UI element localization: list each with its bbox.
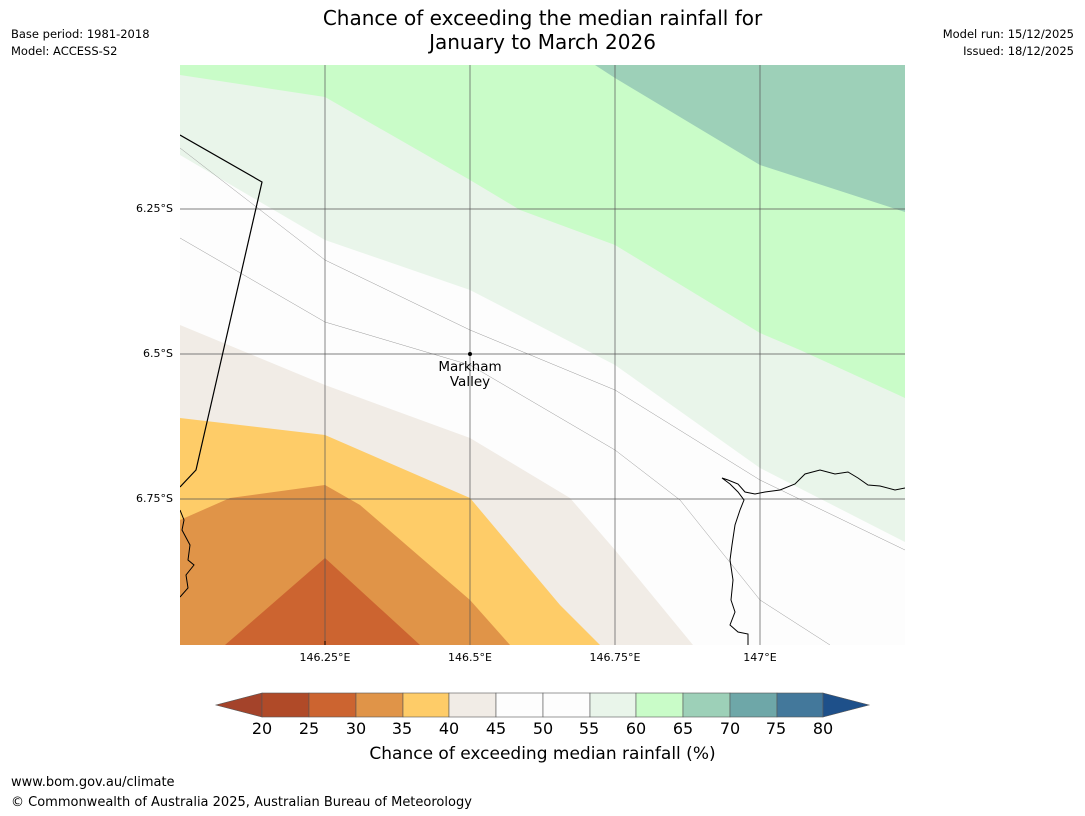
coastline-west bbox=[180, 509, 195, 598]
colorbar-tick-30: 30 bbox=[345, 719, 367, 738]
footer-url[interactable]: www.bom.gov.au/climate bbox=[11, 775, 175, 790]
colorbar-60-65 bbox=[635, 692, 684, 718]
colorbar-45-50 bbox=[495, 692, 544, 718]
title-line-2: January to March 2026 bbox=[429, 30, 656, 54]
colorbar-50-55 bbox=[542, 692, 591, 718]
colorbar-tick-20: 20 bbox=[251, 719, 273, 738]
colorbar-70-75 bbox=[729, 692, 778, 718]
colorbar-75-80 bbox=[776, 692, 824, 718]
colorbar-65-70 bbox=[682, 692, 731, 718]
model-name: Model: ACCESS-S2 bbox=[11, 44, 118, 58]
issued-date: Issued: 18/12/2025 bbox=[963, 44, 1074, 58]
markham-valley-marker bbox=[468, 352, 472, 356]
colorbar bbox=[214, 692, 871, 718]
colorbar-tick-25: 25 bbox=[298, 719, 320, 738]
x-tick-146.5E: 146.5°E bbox=[448, 651, 492, 664]
y-tick-6.75S: 6.75°S bbox=[136, 492, 173, 505]
colorbar-tick-35: 35 bbox=[391, 719, 413, 738]
model-run: Model run: 15/12/2025 bbox=[942, 27, 1074, 41]
place-label-line-2: Valley bbox=[449, 374, 491, 390]
y-tick-6.25S: 6.25°S bbox=[136, 202, 173, 215]
colorbar-tick-75: 75 bbox=[765, 719, 787, 738]
band-65-70 bbox=[595, 65, 905, 212]
x-tick-146.75E: 146.75°E bbox=[589, 651, 641, 664]
place-label-markham-valley: Markham Valley bbox=[425, 360, 515, 390]
title-line-1: Chance of exceeding the median rainfall … bbox=[322, 6, 763, 30]
colorbar-tick-55: 55 bbox=[578, 719, 600, 738]
colorbar-30-35 bbox=[355, 692, 404, 718]
boundary-line bbox=[180, 134, 263, 488]
y-tick-6.5S: 6.5°S bbox=[143, 347, 173, 360]
colorbar-35-40 bbox=[402, 692, 450, 718]
chart-title: Chance of exceeding the median rainfall … bbox=[0, 6, 1085, 54]
colorbar-extend-high bbox=[822, 692, 871, 718]
colorbar-tick-60: 60 bbox=[625, 719, 647, 738]
colorbar-label: Chance of exceeding median rainfall (%) bbox=[369, 744, 716, 764]
band-30-35 bbox=[180, 485, 510, 645]
colorbar-55-60 bbox=[589, 692, 637, 718]
band-25-30 bbox=[225, 558, 420, 645]
colorbar-20-25 bbox=[261, 692, 310, 718]
x-tick-146.25E: 146.25°E bbox=[299, 651, 351, 664]
band-60-65 bbox=[180, 65, 905, 398]
colorbar-tick-65: 65 bbox=[672, 719, 694, 738]
colorbar-tick-80: 80 bbox=[812, 719, 834, 738]
base-period: Base period: 1981-2018 bbox=[11, 27, 150, 41]
colorbar-tick-45: 45 bbox=[485, 719, 507, 738]
rainfall-map bbox=[180, 65, 905, 645]
colorbar-40-45 bbox=[448, 692, 497, 718]
colorbar-tick-70: 70 bbox=[719, 719, 741, 738]
x-tick-147E: 147°E bbox=[743, 651, 777, 664]
colorbar-25-30 bbox=[308, 692, 357, 718]
colorbar-extend-low bbox=[214, 692, 263, 718]
meta-left: Base period: 1981-2018 Model: ACCESS-S2 bbox=[11, 26, 150, 60]
colorbar-tick-40: 40 bbox=[438, 719, 460, 738]
place-label-line-1: Markham bbox=[438, 359, 502, 375]
footer-copyright: © Commonwealth of Australia 2025, Austra… bbox=[11, 795, 472, 810]
meta-right: Model run: 15/12/2025 Issued: 18/12/2025 bbox=[943, 26, 1074, 60]
colorbar-tick-50: 50 bbox=[532, 719, 554, 738]
coastline-east bbox=[721, 469, 905, 645]
